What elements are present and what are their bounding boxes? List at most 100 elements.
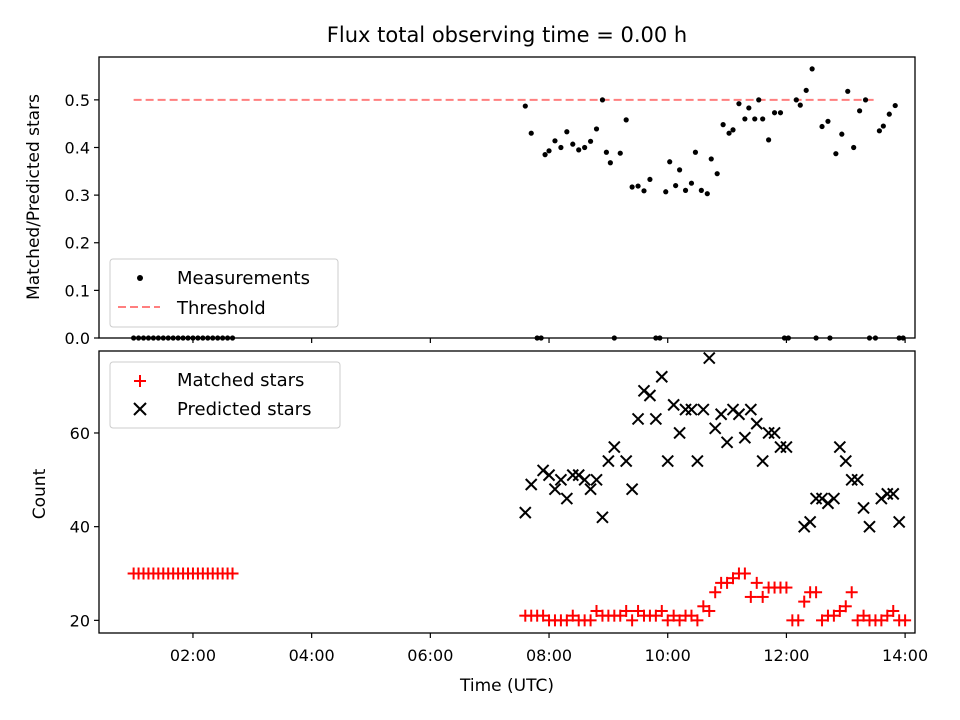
top-y-tick-label: 0.5 [65, 91, 90, 110]
legend-matched-marker [134, 375, 146, 387]
x-tick-label: 08:00 [526, 646, 572, 665]
predicted-star-point [768, 426, 781, 440]
predicted-star-point [892, 515, 906, 529]
predicted-star-point [554, 473, 568, 487]
measurement-point [730, 127, 736, 133]
predicted-star-point [602, 454, 615, 468]
measurement-point [558, 144, 564, 151]
x-tick-label: 14:00 [882, 646, 928, 665]
predicted-star-point [525, 478, 538, 491]
measurement-point [623, 117, 629, 123]
top-y-ticks: 0.0 0.1 0.2 0.3 0.4 0.5 [65, 91, 99, 348]
measurement-point [667, 159, 673, 165]
measurement-point [607, 160, 613, 166]
bottom-y-tick-label: 40 [70, 518, 90, 537]
bottom-y-axis-label: Count [30, 468, 50, 519]
measurement-point [603, 149, 610, 155]
measurement-point [876, 128, 882, 134]
predicted-star-point [857, 501, 870, 515]
predicted-star-point [750, 417, 763, 430]
matched-star-point [792, 614, 805, 627]
bottom-x-ticks: 02:00 04:00 06:00 08:00 10:00 12:00 14:00 [170, 633, 928, 665]
measurement-point [641, 188, 647, 194]
measurement-point [862, 97, 869, 103]
measurement-point [676, 167, 683, 173]
measurement-point [708, 156, 714, 162]
measurement-point [663, 189, 669, 195]
measurement-point [746, 105, 752, 111]
top-panel: 0.0 0.1 0.2 0.3 0.4 0.5 Matched/Predicted sta… [24, 56, 916, 348]
matched-star-point [691, 614, 704, 627]
matched-star-point [655, 604, 668, 617]
predicted-star-point [887, 487, 900, 501]
predicted-star-point [608, 440, 621, 454]
top-y-tick-label: 0.4 [65, 138, 90, 157]
legend-measurements-marker [137, 275, 143, 281]
predicted-star-point [673, 426, 686, 440]
top-y-tick-label: 0.3 [65, 186, 90, 205]
matched-star-point [744, 590, 757, 603]
measurement-point [582, 144, 588, 151]
predicted-star-point [720, 436, 734, 449]
predicted-star-point [703, 351, 716, 365]
top-y-axis-label: Matched/Predicted stars [24, 94, 44, 300]
measurement-point [726, 130, 732, 136]
measurement-point [886, 111, 892, 117]
measurement-point [635, 183, 641, 189]
predicted-star-point [643, 389, 657, 402]
measurement-point [704, 191, 710, 197]
predicted-star-point [827, 492, 841, 505]
measurement-point [673, 182, 679, 189]
matched-star-point [626, 614, 639, 627]
top-y-tick-label: 0.1 [65, 281, 90, 300]
predicted-star-point [685, 403, 698, 416]
predicted-star-point [584, 482, 597, 496]
measurement-point [714, 171, 720, 177]
measurement-point [825, 118, 831, 124]
predicted-star-point [667, 398, 680, 412]
predicted-star-point [578, 473, 591, 487]
predicted-star-point [631, 412, 645, 426]
measurement-point [797, 102, 803, 108]
predicted-star-point [839, 454, 852, 468]
measurement-point [892, 102, 898, 109]
matched-star-point [839, 600, 852, 613]
predicted-star-point [863, 520, 876, 533]
measurement-point [851, 144, 857, 151]
top-legend-box [109, 258, 339, 328]
measurement-point [528, 130, 534, 136]
predicted-star-point [691, 454, 704, 468]
matched-star-point [798, 595, 811, 608]
x-tick-label: 10:00 [645, 646, 691, 665]
predicted-star-point [560, 492, 574, 505]
predicted-star-point [548, 482, 562, 496]
predicted-star-point [655, 370, 668, 383]
measurement-point [833, 151, 839, 157]
top-axes-frame [98, 56, 916, 339]
measurement-point [777, 110, 784, 116]
matched-star-point [620, 604, 633, 617]
predicted-star-point [625, 482, 639, 496]
measurement-point [629, 184, 635, 190]
measurement-point [809, 66, 815, 72]
predicted-star-point [519, 506, 532, 519]
measurement-point [599, 97, 606, 103]
matched-star-point [584, 614, 597, 627]
measurement-point [793, 97, 799, 103]
matched-star-point [226, 567, 239, 580]
matched-star-point [738, 567, 751, 580]
legend-predicted-marker [133, 402, 147, 416]
matched-star-point [810, 586, 823, 599]
measurement-point [576, 147, 582, 153]
measurement-point [752, 116, 758, 122]
predicted-star-point [851, 473, 864, 487]
measurement-point [720, 122, 726, 128]
x-tick-label: 12:00 [763, 646, 809, 665]
predicted-star-point [833, 440, 847, 454]
x-tick-label: 06:00 [407, 646, 453, 665]
measurement-point [692, 149, 699, 155]
predicted-star-point [542, 468, 556, 482]
predicted-star-point [708, 422, 722, 435]
